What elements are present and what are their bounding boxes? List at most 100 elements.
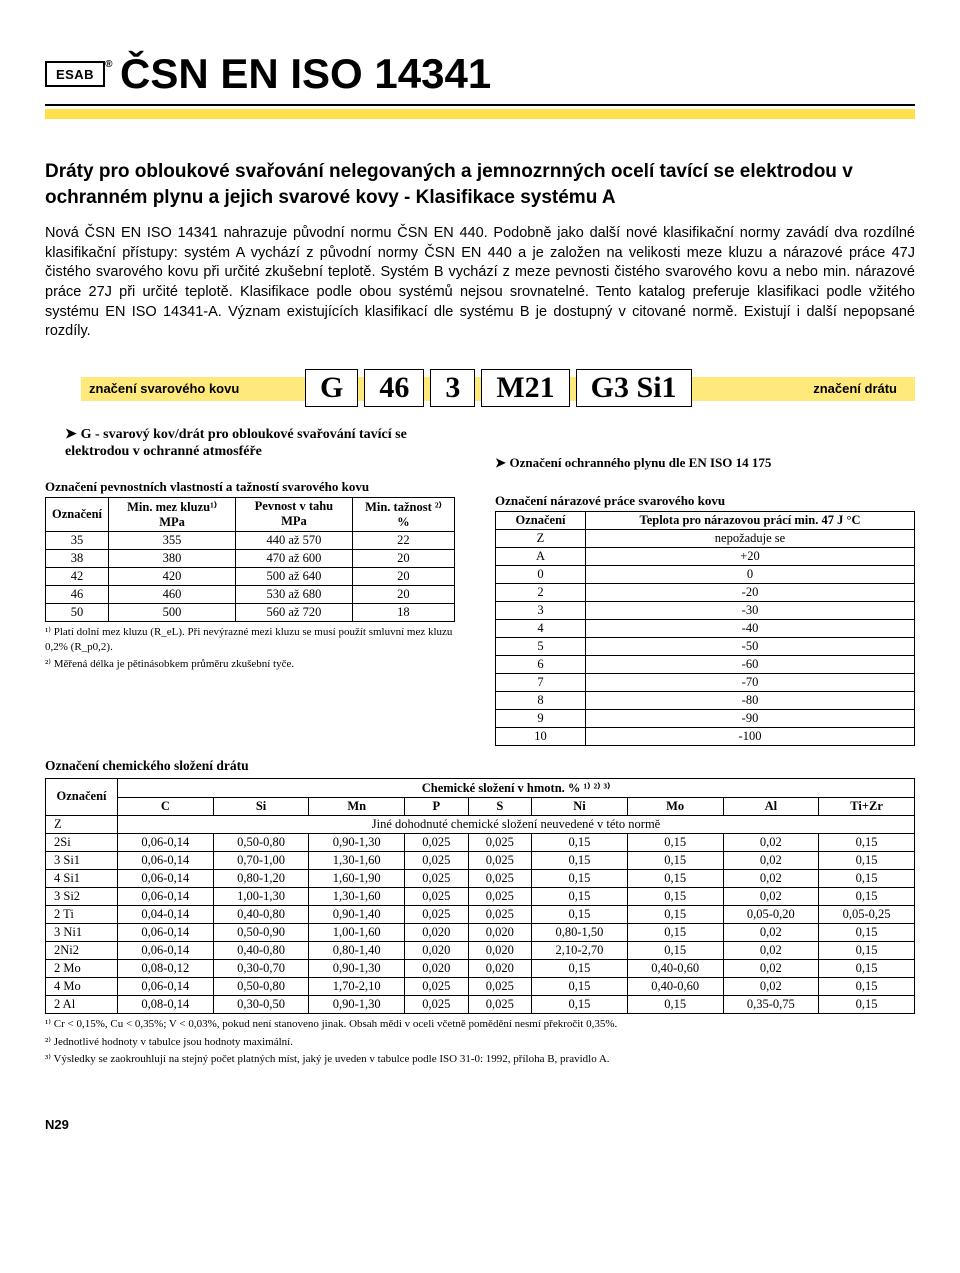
chem-title: Označení chemického složení drátu bbox=[45, 758, 915, 774]
table-cell: 0,30-0,70 bbox=[213, 959, 309, 977]
designation-diagram: značení svarového kovu značení drátu G 4… bbox=[45, 367, 915, 1068]
table-row: 10-100 bbox=[496, 727, 915, 745]
chem-th: Mn bbox=[309, 797, 405, 815]
table-cell: 0,15 bbox=[819, 851, 915, 869]
footnote-a1: ¹⁾ Platí dolní mez kluzu (R_eL). Při nev… bbox=[45, 625, 455, 655]
table-row: 38380470 až 60020 bbox=[46, 549, 455, 567]
table-cell: A bbox=[496, 547, 586, 565]
table-cell: 440 až 570 bbox=[236, 531, 353, 549]
table-row: 50500560 až 72018 bbox=[46, 603, 455, 621]
table-cell: 0,15 bbox=[627, 887, 723, 905]
chem-th: P bbox=[405, 797, 469, 815]
table-cell: 0,15 bbox=[627, 995, 723, 1013]
chem-th-oznaceni: Označení bbox=[46, 778, 118, 815]
table-cell: 0,50-0,80 bbox=[213, 977, 309, 995]
table-cell: 2Ni2 bbox=[46, 941, 118, 959]
footnote-a2: ²⁾ Měřená délka je pětinásobkem průměru … bbox=[45, 657, 455, 672]
table-cell: 0,50-0,90 bbox=[213, 923, 309, 941]
table-cell: 8 bbox=[496, 691, 586, 709]
table-row: 2 Al0,08-0,140,30-0,500,90-1,300,0250,02… bbox=[46, 995, 915, 1013]
table-cell: 4 Si1 bbox=[46, 869, 118, 887]
table-cell: 0,50-0,80 bbox=[213, 833, 309, 851]
label-weld-metal: značení svarového kovu bbox=[89, 381, 239, 396]
desig-g3si1: G3 Si1 bbox=[576, 369, 692, 407]
table-cell: 0,15 bbox=[627, 905, 723, 923]
gas-note: ➤ Označení ochranného plynu dle EN ISO 1… bbox=[495, 455, 915, 471]
table-cell: 0,15 bbox=[819, 869, 915, 887]
table-cell: -70 bbox=[586, 673, 915, 691]
table-row: 5-50 bbox=[496, 637, 915, 655]
th-oznaceni: Označení bbox=[46, 497, 109, 531]
table-row: 8-80 bbox=[496, 691, 915, 709]
table-cell: 0,020 bbox=[468, 923, 532, 941]
table-cell: 0,15 bbox=[819, 923, 915, 941]
table-cell: 2,10-2,70 bbox=[532, 941, 628, 959]
table-cell: 0,40-0,80 bbox=[213, 941, 309, 959]
table-cell: 0,025 bbox=[405, 851, 469, 869]
table-strength: Označení Min. mez kluzu¹⁾ MPa Pevnost v … bbox=[45, 497, 455, 622]
chem-super-header: Chemické složení v hmotn. % ¹⁾ ²⁾ ³⁾ bbox=[118, 778, 915, 797]
table-cell: 22 bbox=[352, 531, 454, 549]
table-cell: 0,02 bbox=[723, 923, 819, 941]
chem-th: Ni bbox=[532, 797, 628, 815]
table-cell: 0,06-0,14 bbox=[118, 887, 214, 905]
table-cell: 9 bbox=[496, 709, 586, 727]
table-cell: 0,35-0,75 bbox=[723, 995, 819, 1013]
table-cell: 0,70-1,00 bbox=[213, 851, 309, 869]
table-cell: 0,90-1,40 bbox=[309, 905, 405, 923]
table-cell: 0,15 bbox=[627, 923, 723, 941]
esab-logo: ESAB ® bbox=[45, 61, 105, 87]
desig-m21: M21 bbox=[481, 369, 569, 407]
table-chem: Označení Chemické složení v hmotn. % ¹⁾ … bbox=[45, 778, 915, 1014]
table-cell: 3 Si2 bbox=[46, 887, 118, 905]
table-cell: 7 bbox=[496, 673, 586, 691]
table-cell: 1,30-1,60 bbox=[309, 887, 405, 905]
table-cell: 0,15 bbox=[819, 977, 915, 995]
table-cell: 500 až 640 bbox=[236, 567, 353, 585]
table-cell: 35 bbox=[46, 531, 109, 549]
section-heading: Dráty pro obloukové svařování nelegovaný… bbox=[45, 159, 915, 210]
table-row: 3 Si10,06-0,140,70-1,001,30-1,600,0250,0… bbox=[46, 851, 915, 869]
table-cell: 500 bbox=[109, 603, 236, 621]
table-cell: 0,15 bbox=[532, 869, 628, 887]
table-cell: 0,15 bbox=[627, 851, 723, 869]
table-cell: 0,025 bbox=[405, 995, 469, 1013]
header-row: ESAB ® ČSN EN ISO 14341 bbox=[45, 50, 915, 98]
table-cell: 0,15 bbox=[532, 833, 628, 851]
table-cell: 46 bbox=[46, 585, 109, 603]
table-impact-title: Označení nárazové práce svarového kovu bbox=[495, 493, 915, 509]
chem-th: C bbox=[118, 797, 214, 815]
table-cell: 0,15 bbox=[819, 995, 915, 1013]
table-cell: 0,025 bbox=[468, 905, 532, 923]
table-cell: -20 bbox=[586, 583, 915, 601]
table-cell: 0,15 bbox=[532, 995, 628, 1013]
table-cell: 18 bbox=[352, 603, 454, 621]
designation-row: značení svarového kovu značení drátu G 4… bbox=[45, 367, 915, 411]
table-cell: 0,06-0,14 bbox=[118, 869, 214, 887]
table-row: ZJiné dohodnuté chemické složení neuvede… bbox=[46, 815, 915, 833]
th-mez-kluzu: Min. mez kluzu¹⁾ MPa bbox=[109, 497, 236, 531]
table-cell: 0,40-0,60 bbox=[627, 959, 723, 977]
table-cell: 0,15 bbox=[532, 887, 628, 905]
desig-g: G bbox=[305, 369, 358, 407]
table-cell: 380 bbox=[109, 549, 236, 567]
table-cell: 0,90-1,30 bbox=[309, 959, 405, 977]
page-number: N29 bbox=[45, 1117, 915, 1132]
table-cell: 0,90-1,30 bbox=[309, 833, 405, 851]
table-cell: 0,40-0,60 bbox=[627, 977, 723, 995]
arrow-icon: ➤ bbox=[65, 425, 81, 441]
table-cell: 0,025 bbox=[468, 995, 532, 1013]
table-cell: 0,06-0,14 bbox=[118, 851, 214, 869]
table-cell: 0,80-1,40 bbox=[309, 941, 405, 959]
table-cell: Jiné dohodnuté chemické složení neuveden… bbox=[118, 815, 915, 833]
table-cell: 0,025 bbox=[468, 887, 532, 905]
table-row: 2Si0,06-0,140,50-0,800,90-1,300,0250,025… bbox=[46, 833, 915, 851]
table-cell: 0,025 bbox=[405, 977, 469, 995]
th-b-oznaceni: Označení bbox=[496, 511, 586, 529]
table-row: 2Ni20,06-0,140,40-0,800,80-1,400,0200,02… bbox=[46, 941, 915, 959]
table-row: 35355440 až 57022 bbox=[46, 531, 455, 549]
table-cell: 0,025 bbox=[468, 869, 532, 887]
table-cell: 2 Ti bbox=[46, 905, 118, 923]
table-cell: 2 Al bbox=[46, 995, 118, 1013]
table-cell: 3 bbox=[496, 601, 586, 619]
